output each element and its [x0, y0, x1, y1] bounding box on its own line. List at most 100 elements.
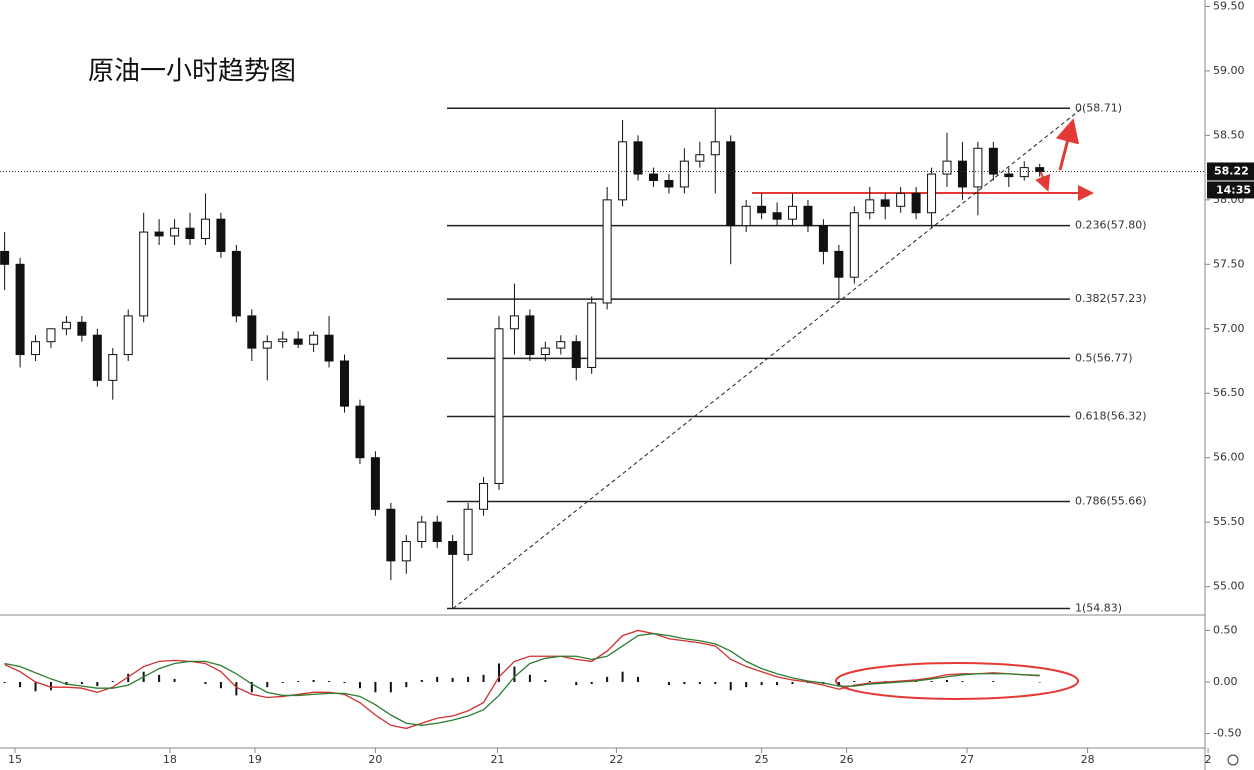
x-tick-label: 27 — [960, 753, 974, 766]
fib-label: 0.5(56.77) — [1075, 351, 1133, 364]
macd-line — [4, 632, 1040, 726]
fib-label: 0.618(56.32) — [1075, 409, 1147, 422]
candle-body — [123, 315, 133, 356]
fib-label: 1(54.83) — [1075, 602, 1122, 615]
candle-body — [340, 360, 350, 407]
x-tick-label: 2 — [1205, 753, 1212, 766]
time-box — [1207, 181, 1254, 199]
candle-body — [710, 141, 720, 156]
x-tick-label: 21 — [490, 753, 504, 766]
candle-body — [355, 405, 365, 459]
candle-body — [479, 482, 489, 510]
candle-body — [973, 147, 983, 188]
y-tick-label: 0.00 — [1213, 675, 1238, 688]
candle-body — [540, 347, 550, 356]
price-label: 58.22 — [1214, 164, 1249, 177]
y-tick-label: 56.50 — [1213, 386, 1245, 399]
candle-body — [494, 328, 504, 484]
down-arrow — [1035, 169, 1051, 192]
candle-body — [15, 263, 25, 356]
candle-body — [77, 321, 87, 336]
y-tick-label: 55.50 — [1213, 515, 1245, 528]
candle-body — [324, 334, 334, 362]
candle-body — [0, 250, 10, 265]
candle-body — [988, 147, 998, 175]
candle-body — [525, 315, 535, 356]
candle-body — [463, 508, 473, 555]
candle-body — [247, 315, 257, 349]
candle-body — [757, 205, 767, 214]
candle-body — [849, 212, 859, 278]
settings-icon[interactable] — [1227, 754, 1239, 766]
candle-body — [1004, 173, 1014, 178]
candle-body — [587, 302, 597, 368]
candle-body — [695, 154, 705, 162]
candle-body — [942, 160, 952, 175]
y-tick-label: 58.50 — [1213, 128, 1245, 141]
candle-body — [880, 199, 890, 207]
candle-body — [262, 341, 272, 349]
candle-body — [633, 141, 643, 175]
candle-body — [834, 250, 844, 278]
candle-body — [927, 173, 937, 214]
x-tick-label: 22 — [609, 753, 623, 766]
time-label: 14:35 — [1216, 183, 1251, 196]
y-tick-label: 57.50 — [1213, 257, 1245, 270]
fib-label: 0.786(55.66) — [1075, 495, 1147, 508]
x-tick-label: 20 — [368, 753, 382, 766]
candle-body — [1019, 167, 1029, 178]
candle-body — [556, 341, 566, 349]
candle-body — [957, 160, 967, 188]
candle-body — [61, 321, 71, 330]
x-tick-label: 26 — [840, 753, 854, 766]
candle-body — [92, 334, 102, 381]
candle-body — [386, 508, 396, 562]
candle-body — [293, 338, 303, 345]
candle-body — [139, 231, 149, 317]
candle-body — [401, 541, 411, 562]
candle-body — [788, 205, 798, 220]
price-box — [1207, 162, 1254, 181]
x-tick-label: 28 — [1081, 753, 1095, 766]
candle-body — [278, 338, 288, 343]
macd-line — [4, 629, 1040, 730]
candle-body — [648, 173, 658, 182]
candle-body — [417, 521, 427, 543]
candle-body — [618, 141, 628, 201]
candle-body — [200, 218, 210, 240]
x-tick-label: 18 — [163, 753, 177, 766]
candle-body — [772, 212, 782, 220]
x-tick-label: 15 — [8, 753, 22, 766]
candle-body — [726, 141, 736, 227]
chart-title: 原油一小时趋势图 — [88, 57, 296, 87]
x-tick-label: 25 — [755, 753, 769, 766]
candle-body — [448, 541, 458, 555]
x-tick-label: 19 — [248, 753, 262, 766]
candle-body — [216, 218, 226, 252]
trend-line — [452, 107, 1083, 609]
candle-body — [1035, 167, 1045, 172]
fib-label: 0(58.71) — [1075, 101, 1122, 114]
highlight-ellipse — [835, 662, 1079, 700]
candle-body — [154, 231, 164, 237]
candle-body — [231, 250, 241, 317]
candle-body — [679, 160, 689, 188]
candle-body — [602, 199, 612, 304]
fib-label: 0.382(57.23) — [1075, 292, 1147, 305]
candle-body — [185, 227, 195, 240]
candle-body — [896, 192, 906, 207]
y-tick-label: 56.00 — [1213, 451, 1245, 464]
candle-body — [31, 341, 41, 356]
y-tick-label: 55.00 — [1213, 580, 1245, 593]
candle-body — [46, 328, 56, 343]
candle-body — [865, 199, 875, 214]
y-tick-label: -0.50 — [1213, 727, 1241, 740]
y-tick-label: 59.50 — [1213, 0, 1245, 12]
up-arrow — [1055, 118, 1080, 171]
candle-body — [108, 354, 118, 381]
candle-body — [170, 227, 180, 237]
candle-body — [571, 341, 581, 368]
y-tick-label: 59.00 — [1213, 64, 1245, 77]
candle-body — [309, 334, 319, 345]
